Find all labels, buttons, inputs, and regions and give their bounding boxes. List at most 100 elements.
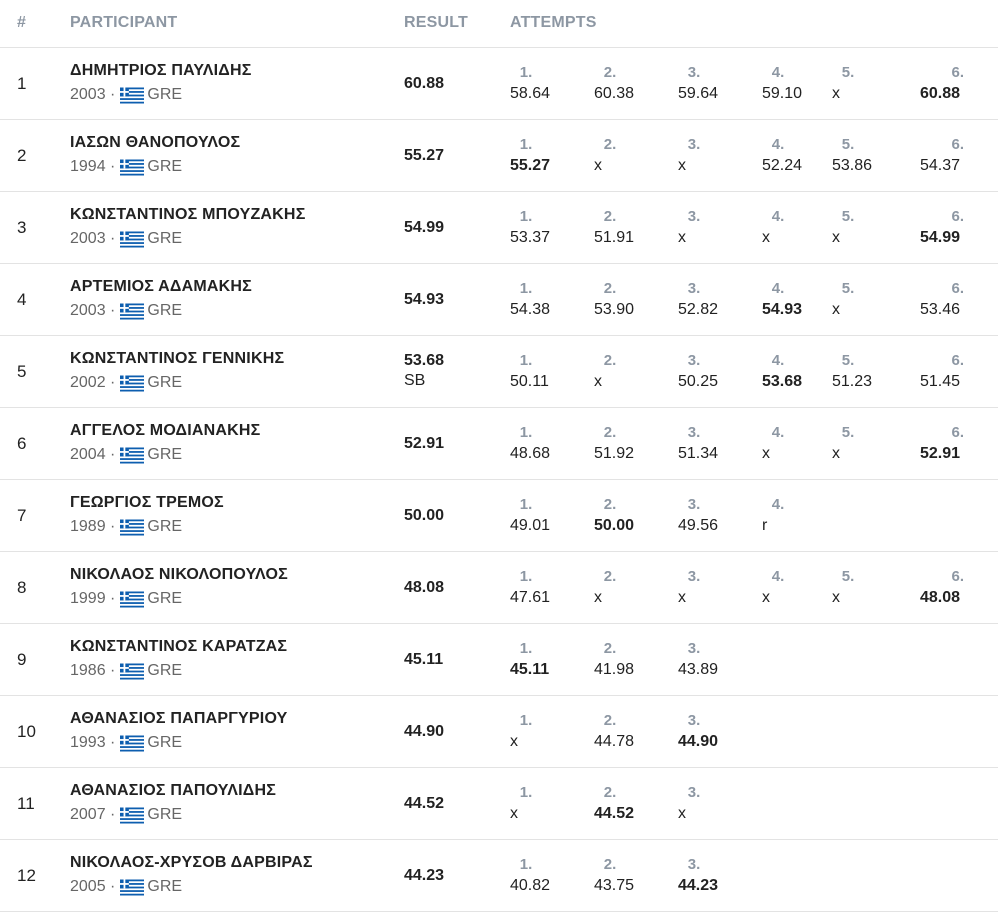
attempt-number: 2. (603, 784, 617, 801)
result-value: 60.88 (404, 75, 444, 93)
table-row[interactable]: 1 ΔΗΜΗΤΡΙΟΣ ΠΑΥΛΙΔΗΣ 2003 · GRE 60.88 1. 58.64… (0, 48, 998, 120)
attempt-3: 3. 52.82 (678, 280, 718, 319)
country-code: GRE (147, 518, 183, 535)
greece-flag-icon (120, 591, 145, 607)
separator-dot: · (105, 518, 116, 535)
participant-name[interactable]: ΚΩΝΣΤΑΝΤΙΝΟΣ ΚΑΡΑΤΖΑΣ (70, 638, 288, 655)
attempt-mark: 51.91 (594, 229, 635, 246)
participant-meta: 1994 · GRE (70, 158, 182, 176)
attempt-number: 6. (951, 208, 964, 225)
attempt-number: 2. (603, 712, 617, 729)
table-row[interactable]: 2 ΙΑΣΩΝ ΘΑΝΟΠΟΥΛΟΣ 1994 · GRE 55.27 1. 55.27 2.… (0, 120, 998, 192)
greece-flag-icon (120, 87, 145, 103)
participant-meta: 1989 · GRE (70, 518, 182, 536)
attempt-mark: 54.38 (510, 301, 551, 318)
result-mark: 53.68 (404, 352, 445, 369)
attempt-number: 2. (603, 568, 617, 585)
result-mark: 55.27 (404, 147, 445, 164)
attempt-number: 2. (603, 856, 617, 873)
attempt-number: 1. (519, 424, 533, 441)
attempt-1: 1. x (510, 784, 542, 823)
attempt-2: 2. 41.98 (594, 640, 634, 679)
attempt-5: 5. x (832, 424, 864, 463)
participant-name[interactable]: ΑΡΤΕΜΙΟΣ ΑΔΑΜΑΚΗΣ (70, 278, 252, 295)
table-row[interactable]: 7 ΓΕΩΡΓΙΟΣ ΤΡΕΜΟΣ 1989 · GRE 50.00 1. 49.01 2. 5… (0, 480, 998, 552)
separator-dot: · (105, 158, 116, 175)
participant-meta: 1986 · GRE (70, 662, 182, 680)
separator-dot: · (105, 446, 116, 463)
participant-name[interactable]: ΔΗΜΗΤΡΙΟΣ ΠΑΥΛΙΔΗΣ (70, 62, 252, 79)
table-row[interactable]: 11 ΑΘΑΝΑΣΙΟΣ ΠΑΠΟΥΛΙΔΗΣ 2007 · GRE 44.52 1. x 2… (0, 768, 998, 840)
country-code: GRE (147, 806, 183, 823)
participant-name[interactable]: ΙΑΣΩΝ ΘΑΝΟΠΟΥΛΟΣ (70, 134, 241, 151)
result-note: SB (404, 372, 426, 389)
attempt-mark: 43.89 (678, 661, 719, 678)
table-row[interactable]: 4 ΑΡΤΕΜΙΟΣ ΑΔΑΜΑΚΗΣ 2003 · GRE 54.93 1. 54.38 2… (0, 264, 998, 336)
attempt-1: 1. 55.27 (510, 136, 550, 175)
attempt-mark: 51.23 (832, 373, 873, 390)
attempt-number: 6. (951, 136, 964, 153)
table-row[interactable]: 10 ΑΘΑΝΑΣΙΟΣ ΠΑΠΑΡΓΥΡΙΟΥ 1993 · GRE 44.90 1. x… (0, 696, 998, 768)
separator-dot: · (105, 662, 116, 679)
result-value: 50.00 (404, 507, 444, 525)
participant-name[interactable]: ΑΘΑΝΑΣΙΟΣ ΠΑΠΟΥΛΙΔΗΣ (70, 782, 276, 799)
header-participant[interactable]: PARTICIPANT (70, 14, 178, 31)
attempt-mark: x (762, 445, 770, 462)
table-row[interactable]: 3 ΚΩΝΣΤΑΝΤΙΝΟΣ ΜΠΟΥΖΑΚΗΣ 2003 · GRE 54.99 1. 5… (0, 192, 998, 264)
attempt-mark: 47.61 (510, 589, 551, 606)
separator-dot: · (105, 590, 116, 607)
rank-number: 2 (17, 146, 27, 165)
participant-name[interactable]: ΑΓΓΕΛΟΣ ΜΟΔΙΑΝΑΚΗΣ (70, 422, 261, 439)
table-row[interactable]: 9 ΚΩΝΣΤΑΝΤΙΝΟΣ ΚΑΡΑΤΖΑΣ 1986 · GRE 45.11 1. 45… (0, 624, 998, 696)
participant-name[interactable]: ΝΙΚΟΛΑΟΣ ΝΙΚΟΛΟΠΟΥΛΟΣ (70, 566, 288, 583)
attempt-mark: 52.91 (920, 445, 961, 462)
attempt-number: 6. (951, 280, 964, 297)
attempt-6: 6. 52.91 (920, 424, 964, 463)
attempt-2: 2. x (594, 136, 626, 175)
greece-flag-icon (120, 303, 145, 319)
attempt-mark: 52.24 (762, 157, 803, 174)
attempt-mark: 49.56 (678, 517, 719, 534)
attempt-6: 6. 48.08 (920, 568, 964, 607)
attempt-5: 5. x (832, 280, 864, 319)
attempt-number: 6. (951, 568, 964, 585)
attempt-number: 2. (603, 424, 617, 441)
attempt-3: 3. x (678, 136, 710, 175)
participant-meta: 2003 · GRE (70, 302, 182, 320)
participant-name[interactable]: ΓΕΩΡΓΙΟΣ ΤΡΕΜΟΣ (70, 494, 224, 511)
attempt-mark: 60.88 (920, 85, 961, 102)
greece-flag-icon (120, 663, 145, 679)
attempt-number: 5. (841, 208, 855, 225)
attempt-mark: 50.00 (594, 517, 635, 534)
table-row[interactable]: 6 ΑΓΓΕΛΟΣ ΜΟΔΙΑΝΑΚΗΣ 2004 · GRE 52.91 1. 48.68… (0, 408, 998, 480)
attempt-number: 1. (519, 208, 533, 225)
participant-name[interactable]: ΚΩΝΣΤΑΝΤΙΝΟΣ ΜΠΟΥΖΑΚΗΣ (70, 206, 306, 223)
rank-number: 9 (17, 650, 27, 669)
participant-name[interactable]: ΝΙΚΟΛΑΟΣ-ΧΡΥΣΟΒ ΔΑΡΒΙΡΑΣ (70, 854, 313, 871)
header-result[interactable]: RESULT (404, 14, 469, 31)
attempt-6: 6. 60.88 (920, 64, 964, 103)
greece-flag-icon (120, 375, 145, 391)
attempt-number: 3. (687, 784, 701, 801)
rank-number: 5 (17, 362, 27, 381)
table-row[interactable]: 5 ΚΩΝΣΤΑΝΤΙΝΟΣ ΓΕΝΝΙΚΗΣ 2002 · GRE 53.68 SB 1.… (0, 336, 998, 408)
attempt-mark: 44.78 (594, 733, 635, 750)
attempt-number: 3. (687, 856, 701, 873)
attempt-mark: 49.01 (510, 517, 551, 534)
table-row[interactable]: 8 ΝΙΚΟΛΑΟΣ ΝΙΚΟΛΟΠΟΥΛΟΣ 1999 · GRE 48.08 1. 47… (0, 552, 998, 624)
table-row[interactable]: 12 ΝΙΚΟΛΑΟΣ-ΧΡΥΣΟΒ ΔΑΡΒΙΡΑΣ 2005 · GRE 44.23… (0, 840, 998, 912)
attempt-number: 3. (687, 568, 701, 585)
attempt-mark: 53.90 (594, 301, 635, 318)
attempt-mark: 51.45 (920, 373, 961, 390)
participant-name[interactable]: ΚΩΝΣΤΑΝΤΙΝΟΣ ΓΕΝΝΙΚΗΣ (70, 350, 285, 367)
participant-meta: 2007 · GRE (70, 806, 182, 824)
attempt-number: 3. (687, 352, 701, 369)
attempt-mark: x (678, 805, 686, 822)
attempt-mark: 51.92 (594, 445, 635, 462)
participant-name[interactable]: ΑΘΑΝΑΣΙΟΣ ΠΑΠΑΡΓΥΡΙΟΥ (70, 710, 288, 727)
country-code: GRE (147, 446, 183, 463)
country-code: GRE (147, 878, 183, 895)
attempt-2: 2. 44.52 (594, 784, 634, 823)
attempt-3: 3. x (678, 784, 710, 823)
